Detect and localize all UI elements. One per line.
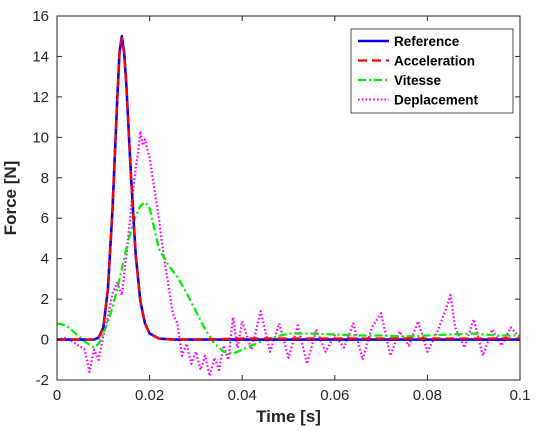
legend-label-reference: Reference <box>394 34 460 49</box>
x-tick-label: 0 <box>53 387 61 404</box>
y-axis-title: Force [N] <box>1 161 20 236</box>
y-tick-label: 8 <box>41 170 49 187</box>
series-line-acceleration <box>57 37 520 341</box>
x-tick-label: 0.04 <box>228 387 257 404</box>
legend-label-acceleration: Acceleration <box>394 54 475 69</box>
series-line-deplacement <box>57 130 520 378</box>
series-layer <box>57 34 520 378</box>
y-tick-label: 16 <box>32 8 49 25</box>
x-tick-label: 0.1 <box>510 387 531 404</box>
x-tick-label: 0.06 <box>320 387 349 404</box>
y-tick-label: 4 <box>41 251 49 268</box>
y-tick-label: 6 <box>41 210 49 227</box>
y-tick-label: 14 <box>32 48 49 65</box>
x-axis-title: Time [s] <box>256 407 321 426</box>
y-tick-label: 12 <box>32 89 49 106</box>
legend-label-vitesse: Vitesse <box>394 73 442 88</box>
x-tick-label: 0.08 <box>413 387 442 404</box>
x-tick-label: 0.02 <box>135 387 164 404</box>
y-tick-label: 2 <box>41 291 49 308</box>
y-tick-label: 10 <box>32 129 49 146</box>
y-tick-label: -2 <box>36 372 49 389</box>
legend-label-deplacement: Deplacement <box>394 93 479 108</box>
plot-frame <box>56 15 521 381</box>
legend: Reference Acceleration Vitesse Deplacement <box>350 28 514 114</box>
series-line-vitesse <box>57 200 520 355</box>
y-tick-label: 0 <box>41 332 49 349</box>
